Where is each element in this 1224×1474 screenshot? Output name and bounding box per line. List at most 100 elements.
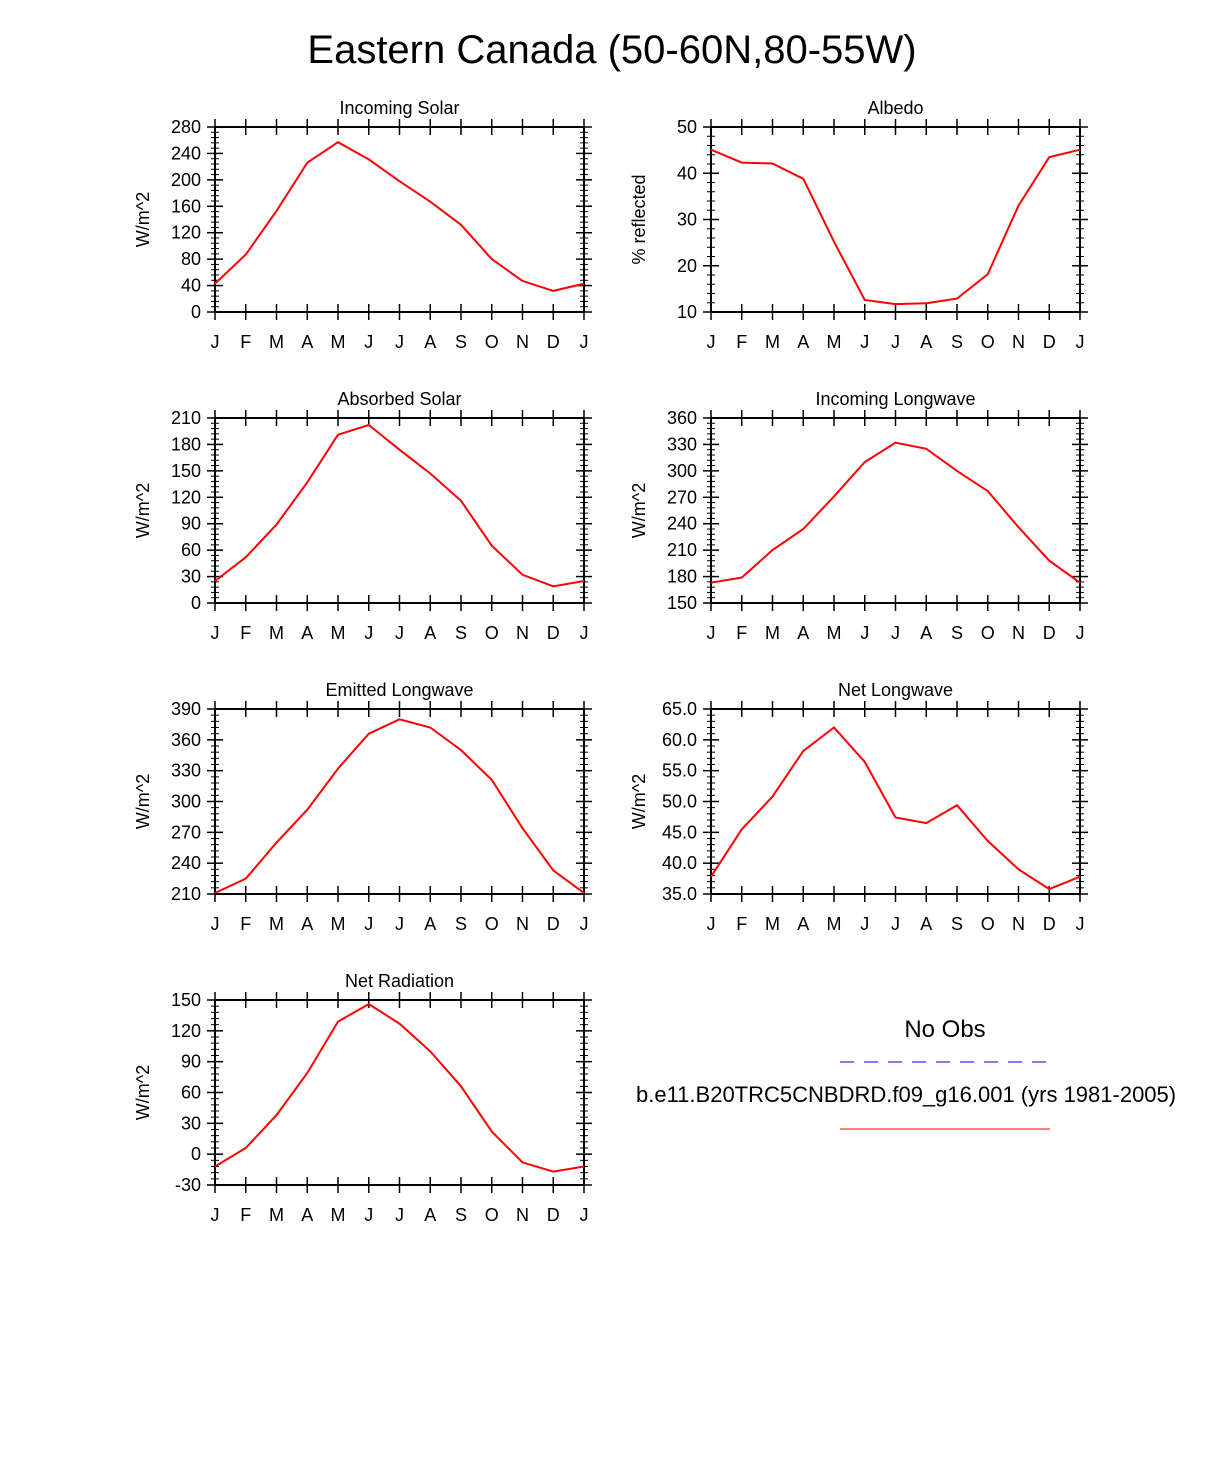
x-tick-label: O — [485, 1205, 499, 1225]
x-tick-label: F — [736, 914, 747, 934]
y-axis-label: W/m^2 — [629, 774, 649, 829]
y-tick-label: 180 — [171, 434, 201, 454]
x-tick-label: M — [827, 332, 842, 352]
x-tick-label: S — [951, 623, 963, 643]
y-axis-label: % reflected — [629, 174, 649, 264]
y-tick-label: 90 — [181, 1052, 201, 1072]
plot-frame — [710, 708, 1081, 895]
chart-net-longwave: Net Longwave W/m^2 35.0 40.0 45.0 50.0 55.0 60.… — [629, 680, 1088, 934]
y-tick-label: 210 — [667, 540, 697, 560]
y-tick-label: 360 — [667, 408, 697, 428]
x-tick-label: N — [1012, 623, 1025, 643]
chart-title: Net Radiation — [345, 971, 454, 991]
chart-title: Albedo — [867, 98, 923, 118]
page-title: Eastern Canada (50-60N,80-55W) — [307, 28, 917, 72]
x-tick-label: F — [736, 623, 747, 643]
x-tick-label: J — [707, 914, 716, 934]
series-line-emitted-longwave — [214, 718, 585, 894]
x-tick-label: F — [240, 1205, 251, 1225]
y-axis-label: W/m^2 — [133, 1065, 153, 1120]
y-tick-label: 210 — [171, 884, 201, 904]
x-tick-label: O — [485, 914, 499, 934]
y-tick-label: 20 — [677, 256, 697, 276]
x-tick-label: A — [920, 332, 932, 352]
x-tick-label: O — [981, 914, 995, 934]
y-tick-label: 10 — [677, 302, 697, 322]
chart-title: Net Longwave — [838, 680, 953, 700]
y-tick-label: 280 — [171, 117, 201, 137]
x-tick-label: A — [424, 1205, 436, 1225]
x-tick-label: J — [395, 914, 404, 934]
x-tick-label: J — [364, 1205, 373, 1225]
y-tick-label: 210 — [171, 408, 201, 428]
y-tick-label: 300 — [171, 792, 201, 812]
y-tick-label: 40 — [181, 276, 201, 296]
x-tick-label: D — [1043, 332, 1056, 352]
x-tick-label: S — [951, 332, 963, 352]
x-tick-label: D — [1043, 623, 1056, 643]
x-tick-label: D — [1043, 914, 1056, 934]
y-tick-label: 0 — [191, 302, 201, 322]
y-axis-label: W/m^2 — [133, 774, 153, 829]
legend-case-label: b.e11.B20TRC5CNBDRD.f09_g16.001 (yrs 198… — [636, 1082, 1177, 1107]
x-tick-label: S — [455, 623, 467, 643]
x-tick-label: J — [211, 1205, 220, 1225]
y-tick-label: 30 — [677, 210, 697, 230]
y-tick-label: 300 — [667, 461, 697, 481]
x-tick-label: O — [981, 332, 995, 352]
x-tick-label: A — [301, 914, 313, 934]
x-tick-label: F — [240, 332, 251, 352]
chart-title: Incoming Solar — [339, 98, 459, 118]
y-tick-label: 270 — [667, 487, 697, 507]
plot-frame — [214, 417, 585, 604]
x-tick-label: J — [1076, 914, 1085, 934]
x-tick-label: S — [455, 914, 467, 934]
chart-title: Emitted Longwave — [325, 680, 473, 700]
x-tick-label: J — [580, 914, 589, 934]
x-tick-label: N — [1012, 914, 1025, 934]
y-tick-label: -30 — [175, 1175, 201, 1195]
x-tick-label: M — [331, 623, 346, 643]
chart-incoming-solar: Incoming Solar W/m^2 0 40 80 120 160 200 240 280 J… — [133, 98, 592, 352]
x-tick-label: M — [331, 332, 346, 352]
x-tick-label: M — [765, 623, 780, 643]
y-tick-label: 60.0 — [662, 730, 697, 750]
x-tick-label: J — [1076, 623, 1085, 643]
x-tick-label: J — [580, 332, 589, 352]
x-tick-label: M — [269, 1205, 284, 1225]
y-tick-label: 150 — [667, 593, 697, 613]
x-tick-label: D — [547, 1205, 560, 1225]
x-tick-label: A — [301, 1205, 313, 1225]
y-tick-label: 60 — [181, 540, 201, 560]
x-tick-label: S — [455, 332, 467, 352]
x-tick-label: J — [707, 332, 716, 352]
y-tick-label: 30 — [181, 567, 201, 587]
y-tick-label: 65.0 — [662, 699, 697, 719]
x-tick-label: J — [395, 623, 404, 643]
y-tick-label: 0 — [191, 1144, 201, 1164]
x-tick-label: J — [891, 623, 900, 643]
x-tick-label: J — [211, 332, 220, 352]
plot-frame — [214, 999, 585, 1186]
plot-frame — [214, 708, 585, 895]
x-tick-label: J — [364, 332, 373, 352]
x-tick-label: J — [1076, 332, 1085, 352]
x-tick-label: M — [269, 332, 284, 352]
y-tick-label: 50 — [677, 117, 697, 137]
y-tick-label: 55.0 — [662, 761, 697, 781]
x-tick-label: J — [580, 1205, 589, 1225]
y-tick-label: 330 — [667, 434, 697, 454]
x-tick-label: J — [707, 623, 716, 643]
x-tick-label: N — [516, 1205, 529, 1225]
y-tick-label: 360 — [171, 730, 201, 750]
y-tick-label: 120 — [171, 487, 201, 507]
x-tick-label: J — [211, 914, 220, 934]
plot-frame — [710, 126, 1081, 313]
y-axis-label: W/m^2 — [629, 483, 649, 538]
x-tick-label: N — [516, 623, 529, 643]
x-tick-label: A — [424, 623, 436, 643]
x-tick-label: J — [860, 623, 869, 643]
